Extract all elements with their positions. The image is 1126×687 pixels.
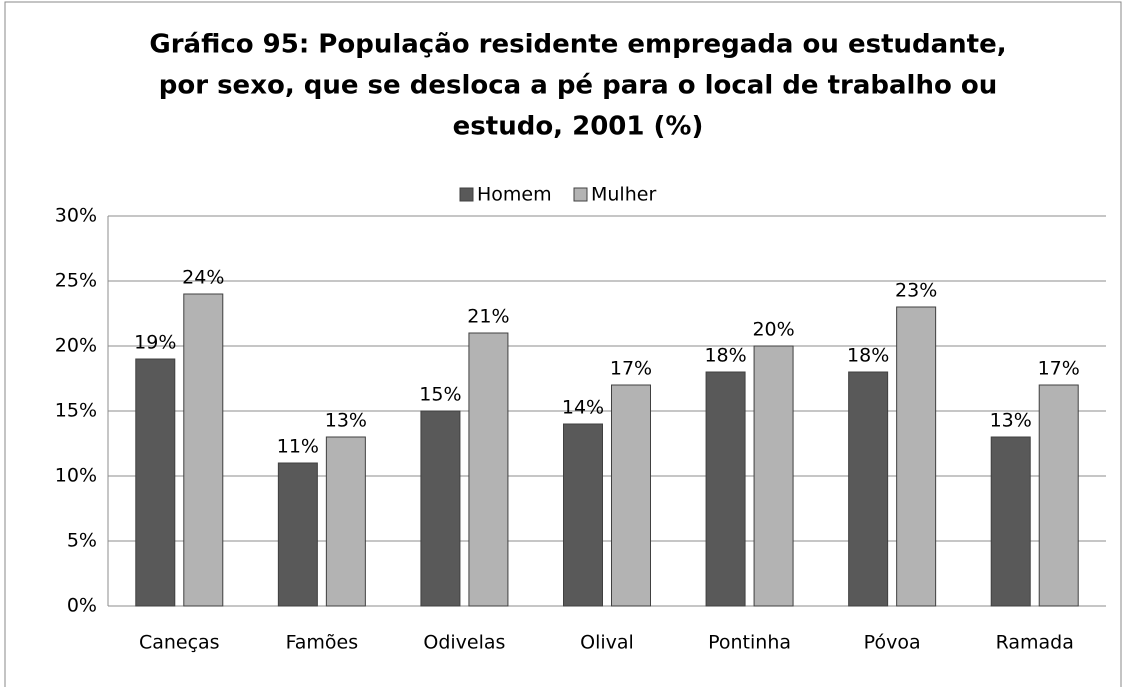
bar (611, 384, 651, 607)
bar (563, 423, 603, 607)
data-label: 18% (847, 345, 889, 367)
data-label: 15% (419, 384, 461, 406)
bar (705, 371, 746, 607)
legend-label: Mulher (591, 184, 656, 206)
legend-swatch (459, 187, 474, 202)
bar (325, 436, 366, 607)
bar (1038, 384, 1079, 607)
data-label: 23% (895, 280, 937, 302)
legend-swatch (573, 187, 588, 202)
x-tick-label: Pontinha (708, 632, 791, 654)
y-tick-label: 10% (55, 465, 97, 487)
y-tick-label: 0% (67, 595, 97, 617)
bar (753, 345, 794, 607)
bar (990, 436, 1031, 607)
x-tick-label: Ramada (996, 632, 1074, 654)
bar (848, 371, 889, 607)
x-tick-label: Famões (286, 632, 359, 654)
data-label: 13% (325, 410, 367, 432)
bar (420, 410, 461, 607)
legend-label: Homem (477, 184, 552, 206)
data-label: 19% (134, 332, 176, 354)
y-tick-label: 15% (55, 400, 97, 422)
data-label: 13% (990, 410, 1032, 432)
x-tick-label: Póvoa (864, 632, 921, 654)
x-tick-label: Olival (580, 632, 634, 654)
data-label: 20% (752, 319, 794, 341)
data-label: 17% (1038, 358, 1080, 380)
bar (277, 462, 318, 607)
bar (896, 306, 937, 607)
data-label: 17% (610, 358, 652, 380)
bar (468, 332, 509, 607)
chart-title: Gráfico 95: População residente empregad… (149, 30, 1006, 60)
bar (183, 293, 224, 607)
data-label: 18% (704, 345, 746, 367)
y-tick-label: 25% (55, 270, 97, 292)
data-label: 21% (467, 306, 509, 328)
x-tick-label: Caneças (139, 632, 220, 654)
chart-title: por sexo, que se desloca a pé para o loc… (159, 71, 998, 101)
y-tick-label: 20% (55, 335, 97, 357)
data-label: 24% (182, 267, 224, 289)
data-label: 14% (562, 397, 604, 419)
y-tick-label: 5% (67, 530, 97, 552)
y-tick-label: 30% (55, 205, 97, 227)
chart-title: estudo, 2001 (%) (453, 112, 704, 142)
chart-frame (4, 1, 1122, 687)
bar (135, 358, 176, 607)
x-tick-label: Odivelas (423, 632, 505, 654)
data-label: 11% (277, 436, 319, 458)
